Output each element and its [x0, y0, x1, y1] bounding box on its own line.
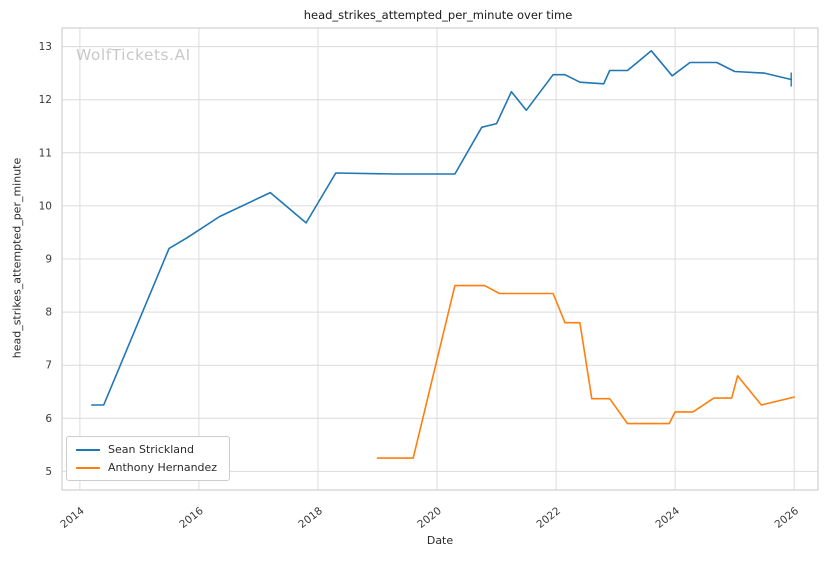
y-tick-label: 11 [39, 147, 52, 159]
y-tick-label: 6 [45, 413, 52, 425]
x-tick-label: 2014 [58, 505, 87, 531]
y-axis-label: head_strikes_attempted_per_minute [10, 157, 24, 359]
legend-item-anthony-hernandez: Anthony Hernandez [76, 461, 217, 474]
watermark: WolfTickets.AI [76, 46, 191, 64]
plot-border [61, 27, 819, 491]
legend-line-swatch [76, 448, 100, 451]
y-tick-label: 12 [39, 94, 52, 106]
x-tick-label: 2026 [773, 505, 802, 531]
line-sean-strickland [91, 49, 793, 406]
y-tick-label: 13 [39, 41, 52, 53]
x-tick-label: 2018 [296, 505, 324, 531]
x-tick-label: 2022 [534, 505, 562, 531]
line-anthony-hernandez [376, 284, 796, 459]
legend: Sean Strickland Anthony Hernandez [66, 436, 231, 481]
y-tick-label: 7 [45, 360, 52, 372]
x-tick-label: 2024 [653, 505, 682, 531]
legend-label: Anthony Hernandez [108, 461, 218, 474]
legend-item-sean-strickland: Sean Strickland [76, 443, 217, 456]
x-tick-label: 2016 [177, 505, 206, 531]
x-tick-label: 2020 [415, 505, 443, 531]
x-axis-label: Date [426, 534, 454, 547]
y-tick-label: 8 [45, 307, 52, 319]
y-tick-label: 9 [45, 254, 52, 266]
y-tick-label: 5 [45, 466, 52, 478]
legend-label: Sean Strickland [108, 443, 195, 456]
y-tick-label: 10 [39, 200, 52, 212]
chart-title: head_strikes_attempted_per_minute over t… [303, 8, 573, 22]
legend-line-swatch [76, 466, 100, 469]
